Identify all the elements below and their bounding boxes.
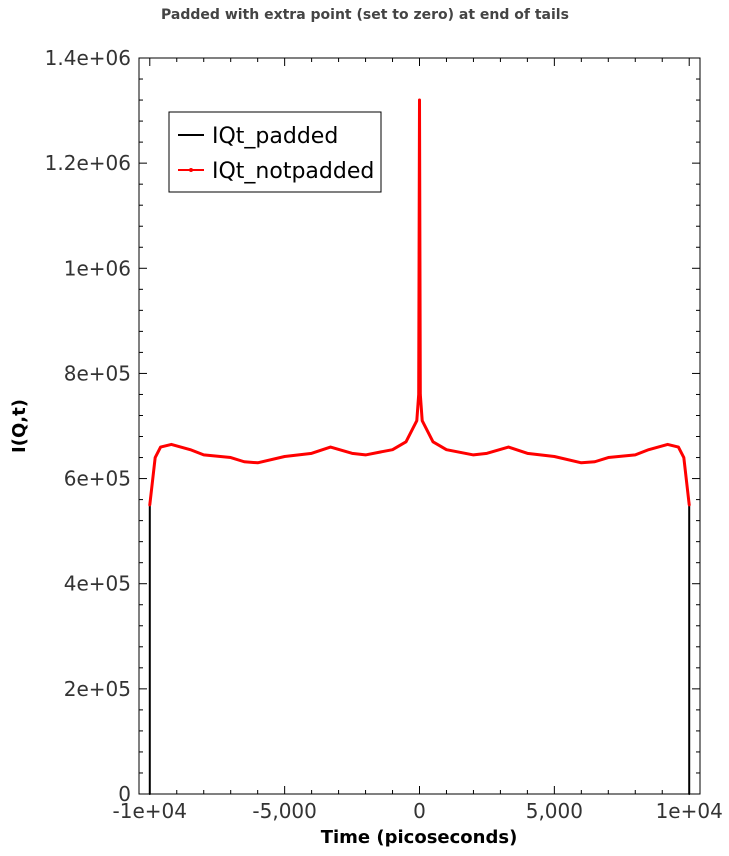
legend-marker-iqt-notpadded [189, 168, 193, 172]
legend-label-iqt-notpadded: IQt_notpadded [212, 159, 374, 184]
chart-title: Padded with extra point (set to zero) at… [161, 7, 569, 23]
legend-label-iqt-padded: IQt_padded [212, 124, 338, 149]
y-tick-label: 1e+06 [64, 256, 131, 280]
x-tick-label: 1e+04 [656, 799, 723, 823]
x-axis: -1e+04 -5,000 0 5,000 1e+04 [113, 58, 723, 823]
legend: IQt_padded IQt_notpadded [168, 111, 382, 193]
series-line-iqt-notpadded [148, 98, 691, 507]
legend-box [168, 111, 382, 193]
y-tick-label: 1.4e+06 [45, 46, 131, 70]
y-tick-label: 2e+05 [64, 677, 131, 701]
x-tick-label: 5,000 [526, 799, 583, 823]
y-tick-label: 1.2e+06 [45, 151, 131, 175]
y-tick-label: 4e+05 [64, 572, 131, 596]
y-axis: 0 2e+05 4e+05 6e+05 8e+05 1e+06 1.2e+06 1.4e+06 [45, 46, 700, 806]
series-layer [148, 98, 691, 795]
x-tick-label: -1e+04 [113, 799, 187, 823]
y-axis-title: I(Q,t) [9, 399, 30, 453]
x-tick-label: 0 [413, 799, 426, 823]
y-tick-label: 0 [118, 782, 131, 806]
x-tick-label: -5,000 [252, 799, 316, 823]
y-tick-label: 8e+05 [64, 361, 131, 385]
x-axis-title: Time (picoseconds) [321, 827, 518, 848]
y-tick-label: 6e+05 [64, 467, 131, 491]
